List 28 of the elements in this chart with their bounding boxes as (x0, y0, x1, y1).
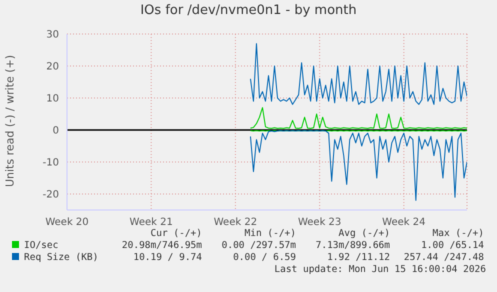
y-tick-label: -20 (42, 190, 59, 201)
legend-label: Req Size (KB) (23, 252, 98, 263)
text: Max (-/+) (432, 228, 484, 239)
x-tick-label: Week 23 (298, 217, 342, 228)
text: 0.00 /297.57m (220, 240, 296, 251)
chart-title: IOs for /dev/nvme0n1 - by month (139, 3, 358, 18)
text: 10.19 / 9.74 (132, 252, 202, 263)
y-tick-label: 0 (52, 126, 59, 137)
text: 0.00 / 6.59 (232, 252, 296, 263)
y-tick-label: 30 (46, 30, 59, 41)
text: 20.98m/746.95m (120, 240, 202, 251)
y-tick-label: 20 (46, 62, 59, 73)
x-tick-label: Week 24 (382, 217, 426, 228)
text: Cur (-/+) (150, 228, 202, 239)
text: 1.92 /11.12 (326, 252, 390, 263)
legend-label: IO/sec (23, 240, 58, 251)
text: 1.00 /65.14 (420, 240, 484, 251)
x-tick-label: Week 22 (214, 217, 258, 228)
y-tick-label: 10 (46, 94, 59, 105)
x-tick-label: Week 20 (45, 217, 89, 228)
y-axis-title: Units read (-) / write (+) (4, 54, 16, 188)
text: 7.13m/899.66m (314, 240, 390, 251)
text: Last update: Mon Jun 15 16:00:04 2026 (273, 264, 486, 275)
text: Avg (-/+) (338, 228, 390, 239)
text: Min (-/+) (244, 228, 296, 239)
y-tick-label: -10 (42, 158, 59, 169)
x-tick-label: Week 21 (130, 217, 173, 228)
text: 257.44 /247.48 (402, 252, 484, 263)
